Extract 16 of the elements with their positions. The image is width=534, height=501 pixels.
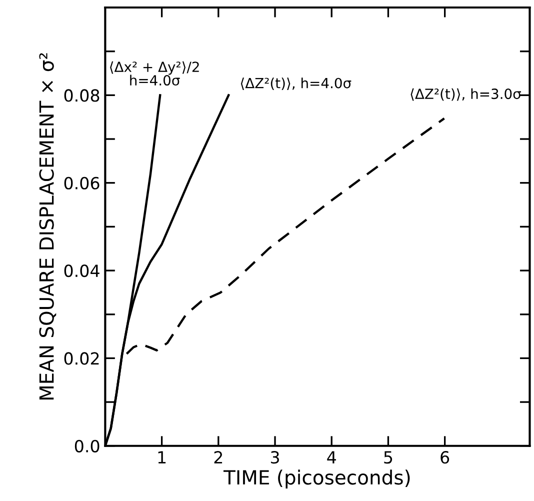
y-tick-label: 0.04	[64, 264, 100, 278]
x-tick-label: 3	[270, 451, 279, 464]
x-tick-label: 5	[384, 451, 392, 464]
y-tick-label: 0.0	[74, 440, 100, 452]
y-tick-label: 0.08	[64, 89, 100, 102]
annotation: ⟨Δx² + Δy²⟩/2 h=4.0σ	[110, 61, 199, 86]
x-tick-label: 6	[440, 451, 450, 464]
x-tick-label: 1	[158, 451, 166, 464]
x-axis-title: TIME (picoseconds)	[223, 470, 410, 488]
x-tick-label: 2	[214, 451, 222, 464]
y-tick-label: 0.02	[64, 352, 99, 365]
x-tick-label: 4	[327, 451, 336, 464]
annotation: ⟨ΔZ²(t)⟩, h=4.0σ	[240, 78, 352, 90]
y-tick-label: 0.06	[64, 176, 100, 190]
annotation: ⟨ΔZ²(t)⟩, h=3.0σ	[410, 88, 521, 101]
y-axis-title: MEAN SQUARE DISPLACEMENT × σ²	[39, 53, 56, 400]
